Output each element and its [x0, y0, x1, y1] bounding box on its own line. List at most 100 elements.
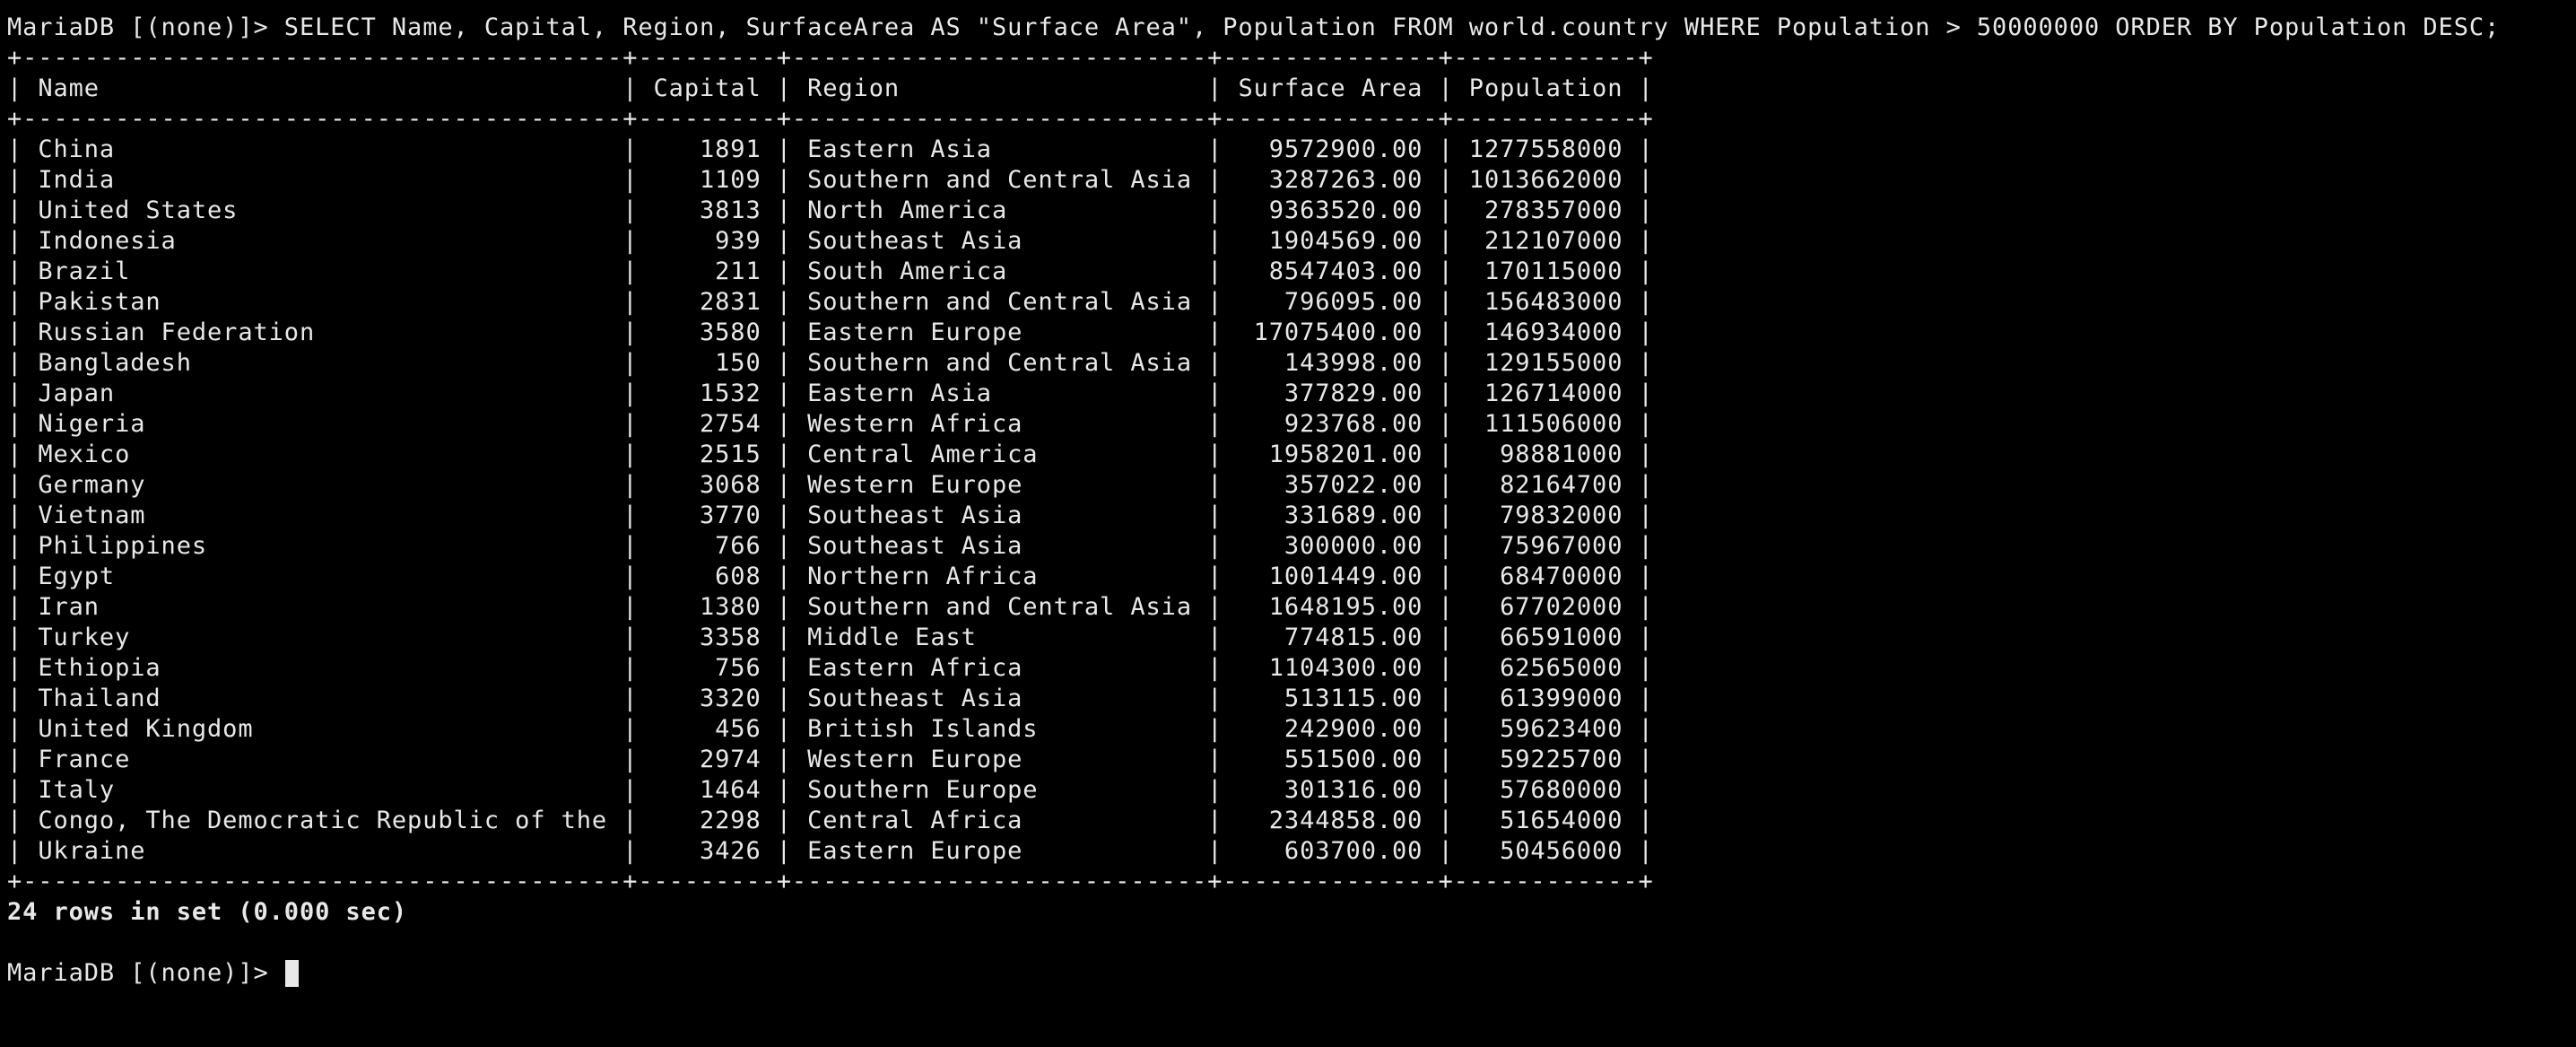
cell-population: 59623400 — [1468, 715, 1623, 743]
cell-capital: 150 — [653, 349, 761, 377]
prompt-text: MariaDB [(none)]> — [7, 13, 284, 41]
cell-surface-area: 774815.00 — [1238, 624, 1423, 651]
cell-population: 62565000 — [1468, 654, 1623, 682]
cell-surface-area: 1958201.00 — [1238, 441, 1423, 468]
cell-surface-area: 9363520.00 — [1238, 196, 1423, 224]
active-prompt[interactable]: MariaDB [(none)]> — [7, 958, 2576, 989]
cell-capital: 2298 — [653, 807, 761, 834]
cell-region: North America — [807, 196, 1192, 224]
cell-region: Southeast Asia — [807, 532, 1192, 560]
cell-region: British Islands — [807, 715, 1192, 743]
cell-region: Western Africa — [807, 410, 1192, 438]
cell-population: 170115000 — [1468, 257, 1623, 285]
cell-population: 129155000 — [1468, 349, 1623, 377]
cell-capital: 2831 — [653, 288, 761, 316]
cell-name: Russian Federation — [38, 318, 608, 346]
cell-region: Eastern Europe — [807, 318, 1192, 346]
cell-surface-area: 301316.00 — [1238, 776, 1423, 804]
table-row: | Philippines | 766 | Southeast Asia | 3… — [7, 532, 1654, 560]
cell-population: 68470000 — [1468, 563, 1623, 590]
table-row: | Turkey | 3358 | Middle East | 774815.0… — [7, 624, 1654, 651]
table-row: | Ethiopia | 756 | Eastern Africa | 1104… — [7, 654, 1654, 682]
cell-population: 61399000 — [1468, 685, 1623, 712]
header-population: Population — [1468, 74, 1623, 102]
cell-name: Japan — [38, 380, 608, 407]
table-border-header: +---------------------------------------… — [7, 105, 1654, 133]
cell-region: Central America — [807, 441, 1192, 468]
cell-surface-area: 8547403.00 — [1238, 257, 1423, 285]
cell-name: China — [38, 135, 608, 163]
cell-population: 59225700 — [1468, 746, 1623, 773]
command-line: MariaDB [(none)]> SELECT Name, Capital, … — [7, 13, 2576, 43]
cell-surface-area: 1648195.00 — [1238, 593, 1423, 621]
table-row: | Iran | 1380 | Southern and Central Asi… — [7, 593, 1654, 621]
cell-capital: 2515 — [653, 441, 761, 468]
cell-name: Germany — [38, 471, 608, 499]
cell-region: Southeast Asia — [807, 685, 1192, 712]
cell-population: 66591000 — [1468, 624, 1623, 651]
cell-population: 67702000 — [1468, 593, 1623, 621]
table-row: | Pakistan | 2831 | Southern and Central… — [7, 288, 1654, 316]
cell-capital: 3358 — [653, 624, 761, 651]
cell-name: Iran — [38, 593, 608, 621]
cell-region: Northern Africa — [807, 563, 1192, 590]
cell-surface-area: 1904569.00 — [1238, 227, 1423, 255]
result-table: +---------------------------------------… — [7, 43, 2576, 897]
cell-surface-area: 17075400.00 — [1238, 318, 1423, 346]
table-row: | Egypt | 608 | Northern Africa | 100144… — [7, 563, 1654, 590]
cell-population: 126714000 — [1468, 380, 1623, 407]
prompt-text: MariaDB [(none)]> — [7, 959, 284, 987]
table-row: | Nigeria | 2754 | Western Africa | 9237… — [7, 410, 1654, 438]
cell-region: South America — [807, 257, 1192, 285]
cell-surface-area: 923768.00 — [1238, 410, 1423, 438]
cell-region: Eastern Asia — [807, 135, 1192, 163]
cell-population: 75967000 — [1468, 532, 1623, 560]
cell-capital: 939 — [653, 227, 761, 255]
cell-capital: 3320 — [653, 685, 761, 712]
cell-surface-area: 2344858.00 — [1238, 807, 1423, 834]
cell-surface-area: 9572900.00 — [1238, 135, 1423, 163]
cell-region: Southern Europe — [807, 776, 1192, 804]
cell-capital: 211 — [653, 257, 761, 285]
table-row: | Congo, The Democratic Republic of the … — [7, 807, 1654, 834]
cell-surface-area: 513115.00 — [1238, 685, 1423, 712]
cell-name: Bangladesh — [38, 349, 608, 377]
table-row: | Thailand | 3320 | Southeast Asia | 513… — [7, 685, 1654, 712]
table-row: | United Kingdom | 456 | British Islands… — [7, 715, 1654, 743]
cell-capital: 2754 — [653, 410, 761, 438]
table-row: | China | 1891 | Eastern Asia | 9572900.… — [7, 135, 1654, 163]
cell-region: Southern and Central Asia — [807, 349, 1192, 377]
cell-region: Middle East — [807, 624, 1192, 651]
cell-population: 1277558000 — [1468, 135, 1623, 163]
table-row: | France | 2974 | Western Europe | 55150… — [7, 746, 1654, 773]
header-name: Name — [38, 74, 608, 102]
table-row: | Indonesia | 939 | Southeast Asia | 190… — [7, 227, 1654, 255]
cell-capital: 456 — [653, 715, 761, 743]
table-row: | Germany | 3068 | Western Europe | 3570… — [7, 471, 1654, 499]
cell-name: India — [38, 166, 608, 194]
cell-population: 1013662000 — [1468, 166, 1623, 194]
cell-name: Indonesia — [38, 227, 608, 255]
header-region: Region — [807, 74, 1192, 102]
cell-name: Congo, The Democratic Republic of the — [38, 807, 608, 834]
cell-name: United Kingdom — [38, 715, 608, 743]
cell-surface-area: 796095.00 — [1238, 288, 1423, 316]
cell-region: Southern and Central Asia — [807, 593, 1192, 621]
table-row: | Italy | 1464 | Southern Europe | 30131… — [7, 776, 1654, 804]
table-row: | Japan | 1532 | Eastern Asia | 377829.0… — [7, 380, 1654, 407]
cell-population: 51654000 — [1468, 807, 1623, 834]
cell-capital: 766 — [653, 532, 761, 560]
cell-surface-area: 300000.00 — [1238, 532, 1423, 560]
cell-capital: 2974 — [653, 746, 761, 773]
cell-population: 98881000 — [1468, 441, 1623, 468]
cell-surface-area: 242900.00 — [1238, 715, 1423, 743]
cell-population: 278357000 — [1468, 196, 1623, 224]
cell-capital: 3580 — [653, 318, 761, 346]
table-row: | Russian Federation | 3580 | Eastern Eu… — [7, 318, 1654, 346]
cell-capital: 3770 — [653, 502, 761, 529]
cell-name: France — [38, 746, 608, 773]
text-cursor — [284, 960, 299, 987]
cell-region: Southern and Central Asia — [807, 166, 1192, 194]
table-row: | India | 1109 | Southern and Central As… — [7, 166, 1654, 194]
